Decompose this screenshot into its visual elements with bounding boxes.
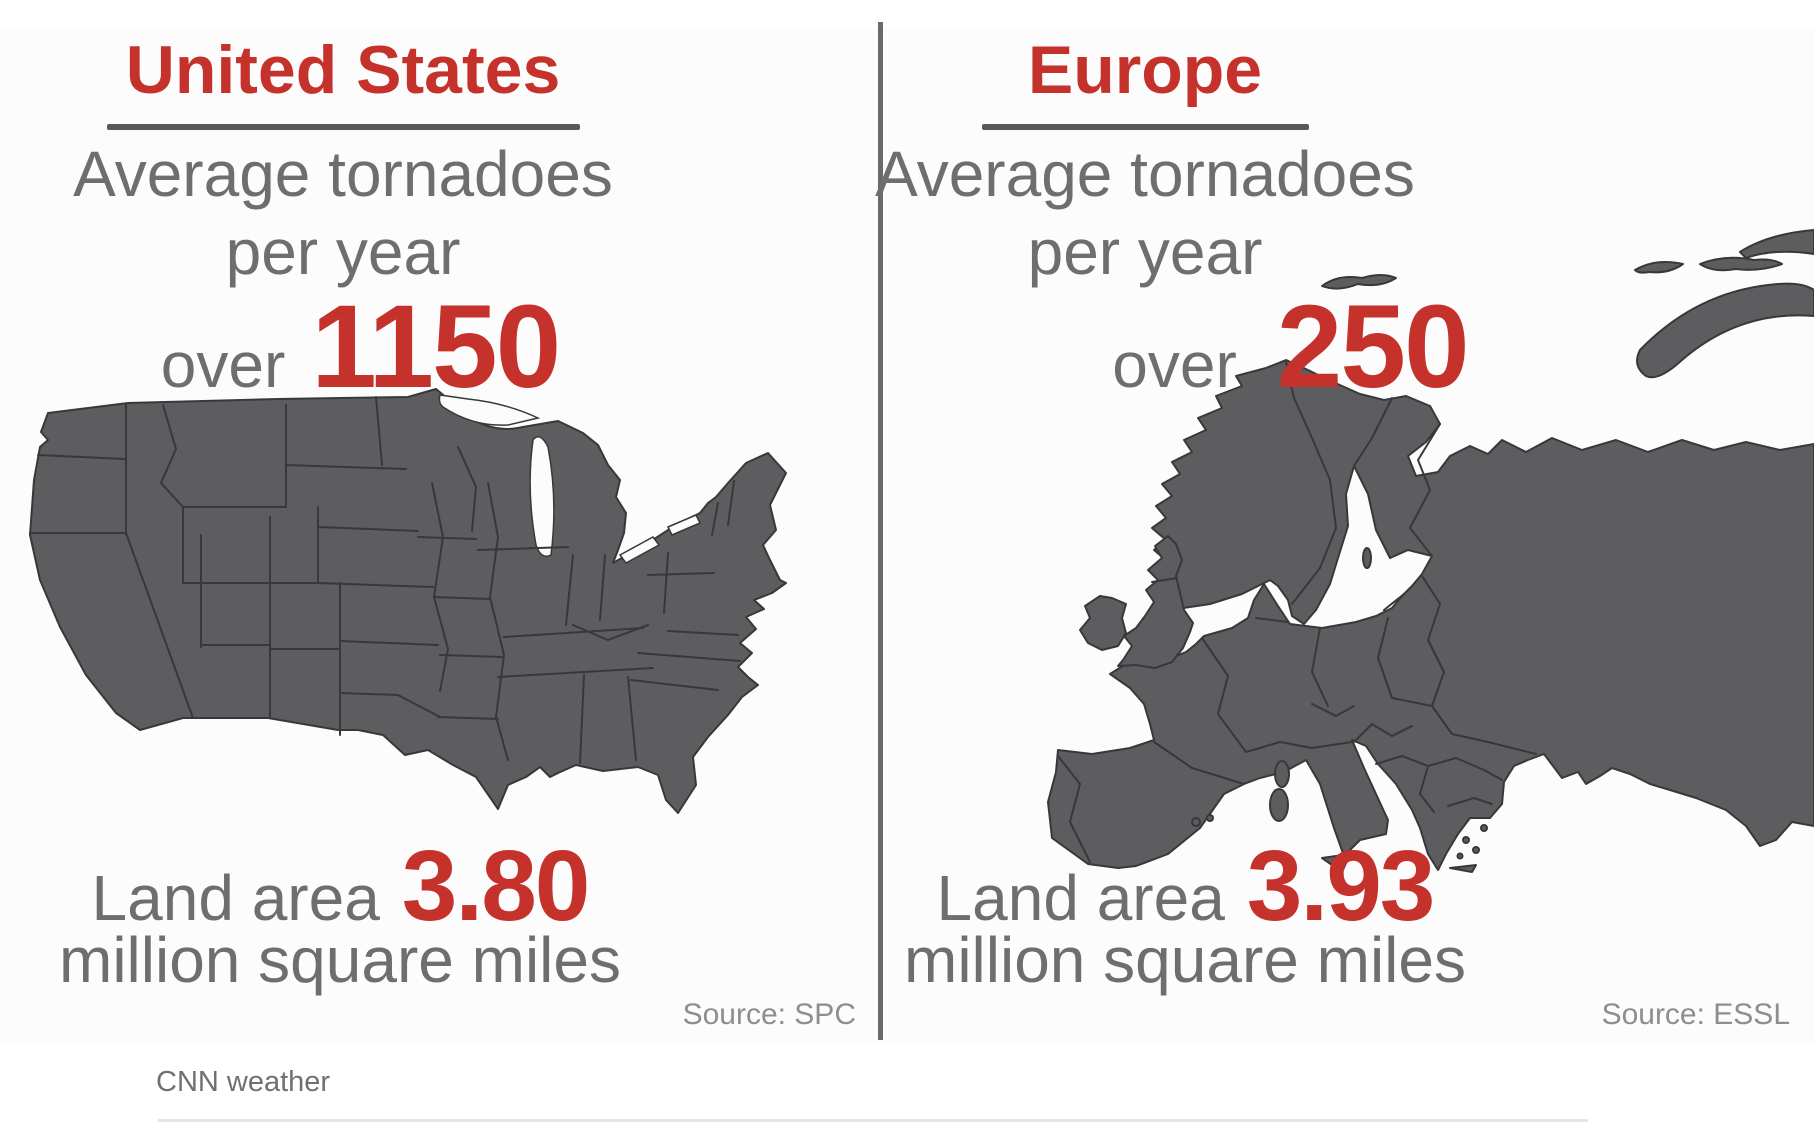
land-area-value-europe: 3.93 [1246, 830, 1436, 942]
europe-islands [1079, 229, 1814, 873]
united-states-map [29, 388, 787, 814]
us-state-borders [29, 396, 741, 764]
source-attribution-us: Source: SPC [682, 998, 856, 1031]
panel-title-europe: Europe [1027, 32, 1263, 108]
subtitle-line1: Average tornadoes [875, 138, 1415, 210]
subtitle-line2: per year [225, 216, 461, 288]
title-underline [106, 124, 580, 130]
land-area-unit-europe: million square miles [904, 924, 1466, 996]
tornado-count-row-europe: over 250 [1000, 288, 1580, 406]
panel-divider [878, 22, 883, 1040]
subtitle-line2: per year [1027, 216, 1263, 288]
land-area-unit-us: million square miles [59, 924, 621, 996]
land-area-label: Land area [91, 862, 380, 934]
europe-map [1047, 229, 1814, 873]
tornado-count-value-us: 1150 [311, 281, 561, 413]
land-area-value-us: 3.80 [401, 830, 591, 942]
subtitle-line1: Average tornadoes [73, 138, 613, 210]
land-area-row-us: Land area 3.80 [0, 836, 680, 936]
panel-europe-header: Europe Average tornadoes per year [875, 0, 1415, 288]
bottom-rule [158, 1119, 1588, 1122]
qualifier-label: over [160, 329, 286, 401]
europe-country-borders [1057, 361, 1537, 863]
tornado-count-value-europe: 250 [1276, 281, 1470, 413]
source-attribution-europe: Source: ESSL [1601, 998, 1790, 1031]
title-underline [981, 124, 1309, 130]
panel-title-united-states: United States [125, 32, 561, 108]
tornado-count-row-us: over 1150 [0, 288, 720, 406]
qualifier-label: over [1112, 329, 1237, 401]
panel-united-states-header: United States Average tornadoes per year [3, 0, 683, 284]
credit-caption: CNN weather [156, 1066, 331, 1098]
land-area-row-europe: Land area 3.93 [905, 836, 1465, 936]
land-area-label: Land area [936, 862, 1225, 934]
